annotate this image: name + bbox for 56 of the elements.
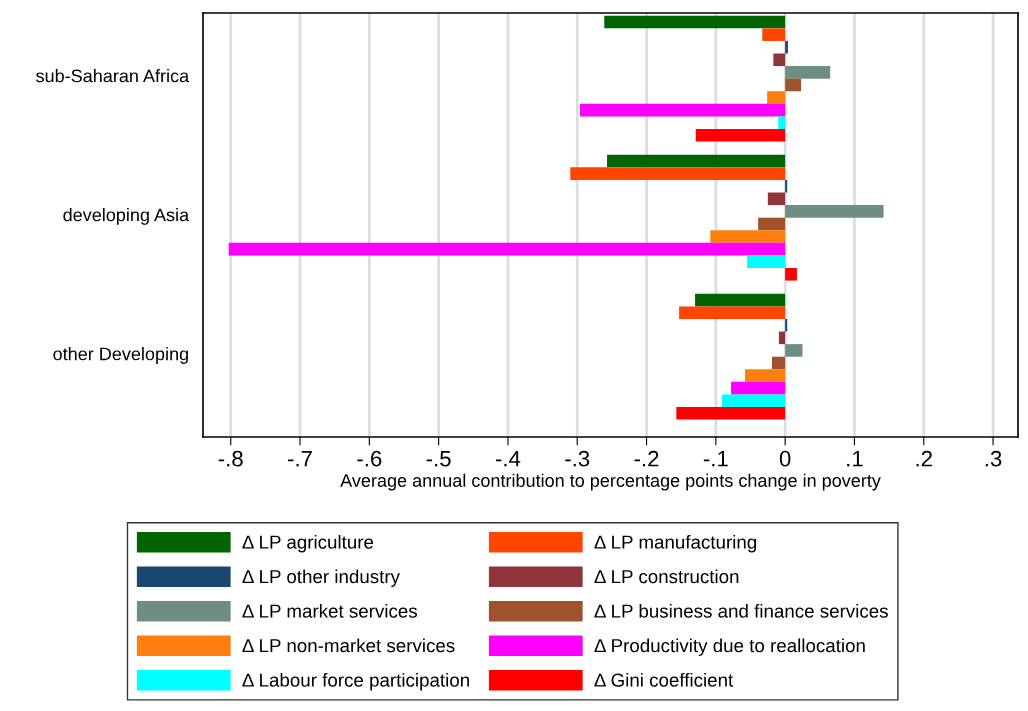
bar [722, 394, 786, 408]
bar [771, 356, 786, 370]
legend-label: Δ Gini coefficient [594, 672, 734, 687]
legend-label: Δ LP agriculture [242, 534, 374, 553]
bar [778, 331, 786, 345]
bar [762, 28, 786, 41]
x-tick-label: -.7 [288, 451, 312, 467]
bar [695, 293, 786, 307]
legend-label: Δ LP business and finance services [594, 603, 888, 618]
x-tick-label: -.3 [565, 450, 590, 467]
y-tick-label: sub-Saharan Africa [36, 69, 190, 83]
bar [785, 66, 831, 79]
bar [679, 306, 786, 319]
legend-label: Δ LP other industry [242, 569, 400, 587]
bar [767, 192, 786, 206]
bar [785, 40, 788, 54]
bar [778, 116, 786, 129]
x-tick-label: .3 [985, 450, 1002, 467]
x-tick-label: -.4 [495, 451, 521, 467]
bar [580, 103, 786, 117]
legend-label: Δ LP market services [242, 603, 417, 618]
bar [607, 154, 786, 168]
bar [785, 78, 802, 92]
x-tick-label: .2 [916, 450, 932, 467]
x-tick-label: -.2 [634, 450, 659, 467]
bar [731, 381, 786, 395]
legend-label: Δ LP construction [594, 569, 739, 584]
legend-label: Δ LP non-market services [242, 638, 455, 653]
x-tick-label: -.1 [703, 451, 728, 467]
x-tick-label: -.6 [357, 450, 382, 467]
bar [758, 217, 786, 231]
bar [570, 167, 786, 180]
bar [695, 128, 786, 142]
bar [604, 15, 786, 29]
x-tick-label: .1 [847, 451, 863, 467]
legend-label: Δ Productivity due to reallocation [594, 638, 865, 656]
x-tick-label: -.8 [218, 450, 243, 467]
bar [747, 255, 786, 268]
x-axis-title: Average annual contribution to percentage points change in poverty [340, 473, 881, 491]
bar [228, 242, 786, 256]
bar [785, 268, 797, 281]
bar [767, 91, 786, 104]
legend-label: Δ Labour force participation [242, 672, 469, 691]
bar [785, 344, 803, 357]
bar [785, 205, 884, 218]
bar [744, 369, 786, 382]
y-tick-label: other Developing [53, 347, 188, 364]
bar [773, 53, 786, 67]
y-tick-label: developing Asia [63, 208, 190, 225]
bar [710, 230, 786, 243]
bar [785, 179, 788, 193]
bar [676, 407, 786, 420]
legend-label: Δ LP manufacturing [594, 534, 757, 553]
bar [785, 318, 788, 332]
x-tick-label: 0 [779, 450, 791, 467]
x-tick-label: -.5 [426, 451, 451, 467]
